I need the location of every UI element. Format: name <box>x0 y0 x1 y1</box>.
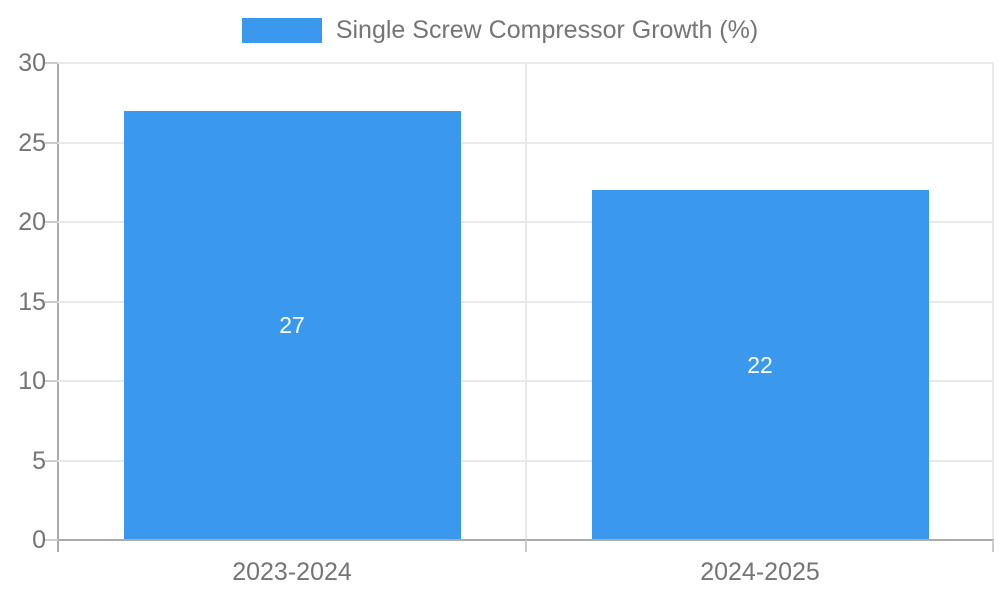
category-vline <box>525 63 527 540</box>
y-tick-mark <box>45 380 58 382</box>
bar: 27 <box>123 110 461 540</box>
x-tick-mark <box>525 540 527 552</box>
chart-legend: Single Screw Compressor Growth (%) <box>0 15 1000 45</box>
x-category-label: 2024-2025 <box>700 558 820 586</box>
x-axis-line <box>45 539 994 541</box>
y-tick-label: 10 <box>18 367 46 395</box>
y-tick-label: 25 <box>18 128 46 157</box>
y-tick-label: 5 <box>32 446 46 475</box>
y-tick-label: 15 <box>18 287 46 316</box>
y-tick-label: 0 <box>32 526 46 554</box>
y-tick-label: 30 <box>18 49 46 77</box>
x-tick-mark <box>992 540 994 552</box>
y-tick-mark <box>45 459 58 462</box>
x-category-label: 2023-2024 <box>232 558 352 586</box>
bar-value-label: 22 <box>747 351 773 378</box>
y-tick-mark <box>45 300 58 303</box>
plot-area: 27 22 <box>58 62 994 540</box>
bar: 22 <box>591 190 929 540</box>
legend-swatch <box>241 17 322 43</box>
y-tick-label: 20 <box>18 208 46 236</box>
bar-value-label: 27 <box>279 311 305 338</box>
y-tick-mark <box>45 221 58 223</box>
legend-label: Single Screw Compressor Growth (%) <box>335 16 759 44</box>
y-axis-line <box>57 63 59 552</box>
category-vline <box>992 63 994 540</box>
y-tick-mark <box>45 539 58 541</box>
y-tick-mark <box>45 62 58 64</box>
y-tick-mark <box>45 141 58 144</box>
